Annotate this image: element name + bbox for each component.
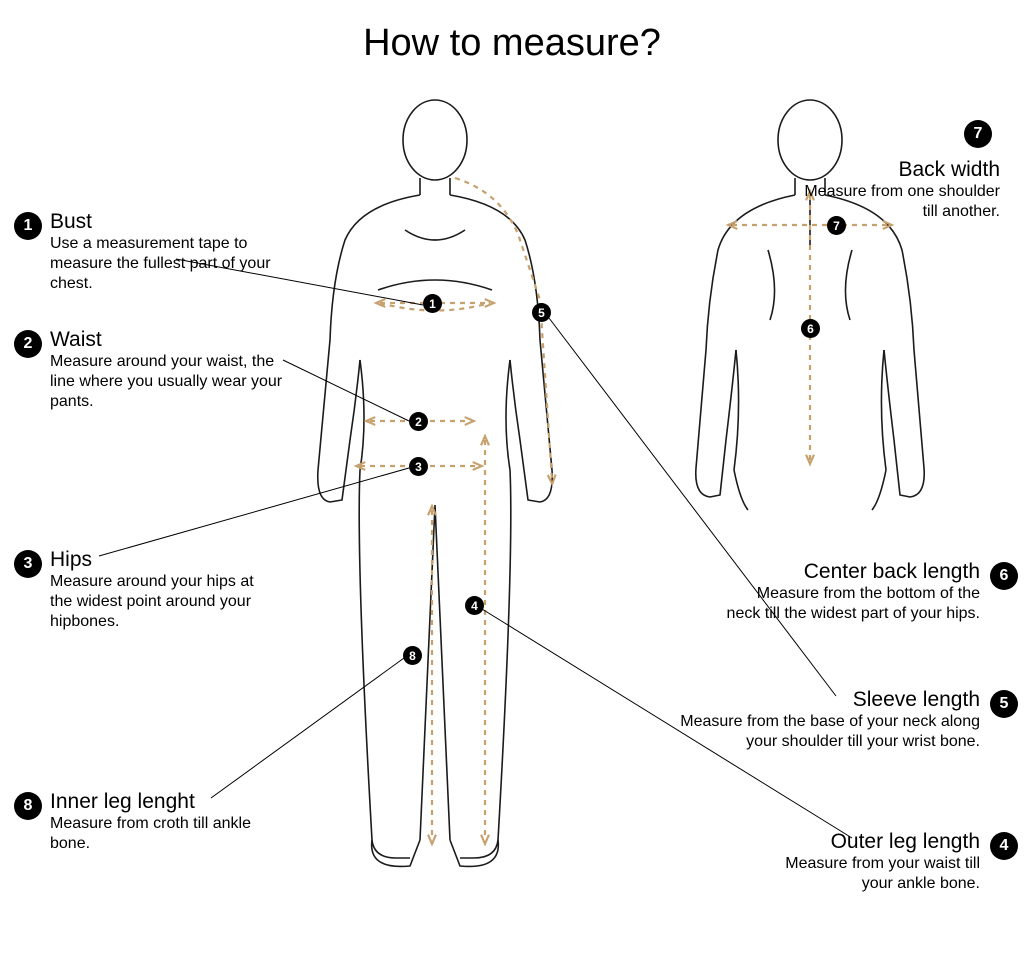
badge-5: 5 <box>990 690 1018 718</box>
label-desc: Measure from one shoulder till another. <box>790 182 1000 222</box>
badge-8: 8 <box>14 792 42 820</box>
marker-1: 1 <box>423 294 442 313</box>
label-heading: Bust <box>50 210 290 234</box>
label-back-width: Back width Measure from one shoulder til… <box>790 158 1000 222</box>
badge-7: 7 <box>964 120 992 148</box>
page-title: How to measure? <box>0 22 1024 65</box>
label-desc: Measure from the bottom of the neck till… <box>720 584 980 624</box>
label-sleeve: Sleeve length Measure from the base of y… <box>680 688 980 752</box>
front-figure <box>318 100 553 866</box>
label-desc: Use a measurement tape to measure the fu… <box>50 234 290 294</box>
badge-2: 2 <box>14 330 42 358</box>
marker-5: 5 <box>532 303 551 322</box>
marker-7: 7 <box>827 216 846 235</box>
label-waist: Waist Measure around your waist, the lin… <box>50 328 290 412</box>
marker-3: 3 <box>409 457 428 476</box>
label-center-back: Center back length Measure from the bott… <box>720 560 980 624</box>
label-heading: Hips <box>50 548 280 572</box>
marker-6: 6 <box>801 319 820 338</box>
label-inner-leg: Inner leg lenght Measure from croth till… <box>50 790 290 854</box>
label-heading: Sleeve length <box>680 688 980 712</box>
label-desc: Measure from your waist till your ankle … <box>750 854 980 894</box>
label-desc: Measure from croth till ankle bone. <box>50 814 290 854</box>
label-heading: Center back length <box>720 560 980 584</box>
label-heading: Waist <box>50 328 290 352</box>
badge-6: 6 <box>990 562 1018 590</box>
label-heading: Inner leg lenght <box>50 790 290 814</box>
label-desc: Measure around your hips at the widest p… <box>50 572 280 632</box>
marker-2: 2 <box>409 412 428 431</box>
badge-4: 4 <box>990 832 1018 860</box>
marker-8: 8 <box>403 646 422 665</box>
label-hips: Hips Measure around your hips at the wid… <box>50 548 280 632</box>
label-heading: Outer leg length <box>750 830 980 854</box>
label-desc: Measure around your waist, the line wher… <box>50 352 290 412</box>
marker-4: 4 <box>465 596 484 615</box>
label-outer-leg: Outer leg length Measure from your waist… <box>750 830 980 894</box>
label-bust: Bust Use a measurement tape to measure t… <box>50 210 290 294</box>
badge-1: 1 <box>14 212 42 240</box>
label-desc: Measure from the base of your neck along… <box>680 712 980 752</box>
label-heading: Back width <box>790 158 1000 182</box>
badge-3: 3 <box>14 550 42 578</box>
